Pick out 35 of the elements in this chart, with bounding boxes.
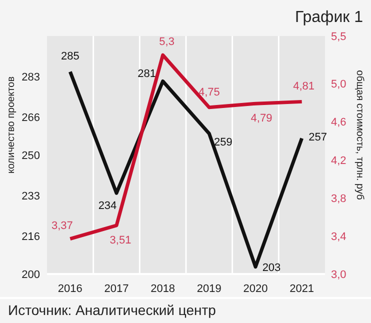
y-tick-label: 200 xyxy=(22,269,40,281)
data-label: 4,79 xyxy=(250,112,272,125)
data-label: 3,37 xyxy=(51,220,73,232)
chart-title: График 1 xyxy=(294,9,364,26)
y-tick-label: 266 xyxy=(22,112,40,124)
y2-tick-label: 3,0 xyxy=(331,269,346,281)
y2-tick-label: 5,0 xyxy=(331,78,346,91)
data-label: 281 xyxy=(138,68,156,80)
data-label: 259 xyxy=(214,136,232,149)
y2-axis-title: общая стоимость, трлн. руб xyxy=(354,70,365,200)
data-label: 5,3 xyxy=(159,36,174,48)
data-label: 257 xyxy=(308,131,328,144)
y2-tick-label: 5,5 xyxy=(331,31,346,43)
data-label: 4,81 xyxy=(293,80,315,93)
x-tick-label: 2016 xyxy=(58,283,82,295)
y2-tick-label: 3,4 xyxy=(331,230,346,243)
y-tick-label: 250 xyxy=(22,150,40,162)
data-label: 3,51 xyxy=(110,234,132,246)
y-tick-label: 283 xyxy=(22,71,40,84)
y-axis-title: количество проектов xyxy=(6,76,17,174)
data-label: 234 xyxy=(98,200,117,212)
text: Источник: Аналитический центр xyxy=(8,302,216,318)
y-tick-label: 216 xyxy=(22,230,40,243)
y2-tick-label: 4,2 xyxy=(331,154,346,167)
y2-tick-label: 4,6 xyxy=(331,116,346,129)
data-label: 203 xyxy=(262,262,281,274)
x-tick-label: 2019 xyxy=(196,283,222,295)
y-tick-label: 233 xyxy=(22,190,40,202)
data-label: 4,75 xyxy=(198,86,220,98)
y2-tick-label: 3,8 xyxy=(331,192,346,205)
data-label: 285 xyxy=(60,50,80,63)
x-tick-label: 2018 xyxy=(150,283,176,295)
x-tick-label: 2021 xyxy=(290,283,314,295)
x-tick-label: 2020 xyxy=(243,283,268,295)
x-tick-label: 2017 xyxy=(104,283,129,295)
